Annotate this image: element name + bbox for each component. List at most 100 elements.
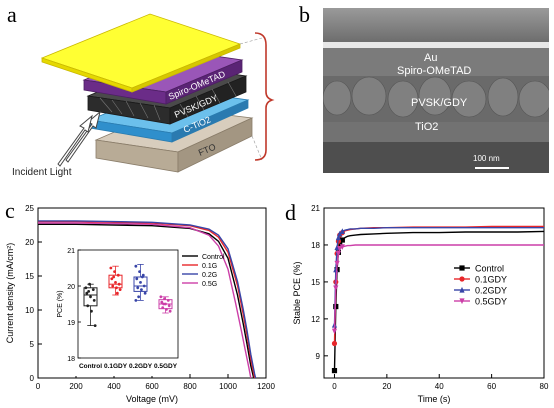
inset-point [135,277,139,281]
legend-label: 0.2GDY [475,286,507,296]
x-tick-label: 60 [487,382,496,391]
y-tick-label: 5 [30,340,35,349]
inset-point [93,324,97,327]
inset-point [117,282,121,286]
sem-label-au: Au [424,52,438,64]
spiro-layer-side [165,59,243,105]
data-point [335,234,342,241]
layer-bracket [254,32,275,161]
au-layer-side [131,43,241,93]
legend-marker [459,265,465,271]
inset-point [118,288,122,291]
inset-point [115,286,118,290]
legend-label: Control [475,264,504,274]
inset-box [83,287,98,307]
inset-point [142,284,146,288]
legend-marker [459,276,465,282]
series-line [333,244,544,332]
data-point [339,237,345,243]
data-point [333,285,339,292]
inset-point [140,288,143,291]
inset-point [84,286,88,290]
x-tick-label: 80 [540,382,549,391]
jv-curve-05g [38,222,252,379]
data-point [339,244,345,250]
data-point [337,242,343,248]
inset-background [52,244,186,376]
jv-curve-02g [38,220,257,379]
x-tick-label: 1000 [219,382,237,391]
y-tick-label: 9 [316,352,321,361]
inset-category-label: 0.2GDY [129,363,153,370]
x-tick-label: 40 [435,382,444,391]
y-tick-label: 10 [25,306,34,315]
data-point [331,340,338,347]
inset-point [87,290,91,293]
inset-point [165,308,168,311]
x-axis-label: Voltage (mV) [126,394,178,404]
inset-point [138,270,141,273]
device-schematic: FTO C-TiO2 PVSK/GDY Spiro-OMeTAD Inciden… [12,13,275,178]
series-05gdy [331,244,544,335]
inset-y-tick-label: 18 [67,356,75,363]
panel-label-b: b [299,2,310,27]
inset-y-tick-label: 21 [67,248,75,255]
inset-point [115,291,119,295]
inset-point [114,281,117,284]
data-point [337,230,343,237]
inset-category-label: 0.1GDY [104,363,128,370]
inset-point [89,295,92,299]
inset-point [85,291,89,295]
y-tick-label: 12 [311,315,320,324]
series-line [333,227,544,326]
legend-marker [459,286,465,293]
incident-light-arrows [57,110,101,167]
x-axis-label: Time (s) [418,394,451,404]
inset-point [163,297,166,300]
series-02gdy [331,227,544,328]
inset-point [88,282,91,286]
inset-y-axis-label: PCE (%) [57,290,64,317]
y-axis-label: Stable PCE (%) [292,261,302,324]
sem-au-band [323,42,549,48]
guide-lines [239,37,263,161]
inset-box [133,276,148,292]
inset-point [143,291,147,295]
inset-point [162,302,166,306]
inset-point [137,295,141,299]
pvsk-layer-side [169,75,247,125]
x-tick-label: 600 [145,382,159,391]
inset-point [136,286,140,290]
y-tick-label: 18 [311,241,320,250]
series-control [331,230,545,374]
legend-marker [459,298,465,305]
y-tick-label: 25 [25,204,34,213]
panel-label-c: c [5,198,15,223]
sem-tio2-band [323,122,549,142]
x-tick-label: 800 [183,382,197,391]
x-tick-label: 1200 [257,382,275,391]
legend-label: 0.5G [202,281,217,288]
inset-category-label: Control [79,363,102,370]
inset-point [134,299,138,302]
data-point [335,250,342,257]
legend-label: Control [202,254,225,261]
y-tick-label: 21 [311,204,320,213]
x-tick-label: 200 [69,382,83,391]
panel-label-d: d [285,200,296,225]
inset-point [92,299,96,302]
series-line [333,225,544,344]
x-tick-label: 0 [332,382,337,391]
data-point [337,246,343,252]
inset-point [112,275,116,279]
jv-chart: 0 200 400 600 800 1000 1200 0 5 10 15 20 25 Voltage (… [5,204,275,404]
inset-point [159,295,163,299]
y-tick-label: 15 [311,278,320,287]
inset-point [161,306,165,309]
inset-point [140,275,144,279]
x-tick-label: 0 [36,382,41,391]
sem-spiro-band [323,48,549,76]
plot-frame [323,207,545,379]
y-axis-label: Current density (mA/cm²) [5,243,15,344]
inset-point [86,304,90,308]
